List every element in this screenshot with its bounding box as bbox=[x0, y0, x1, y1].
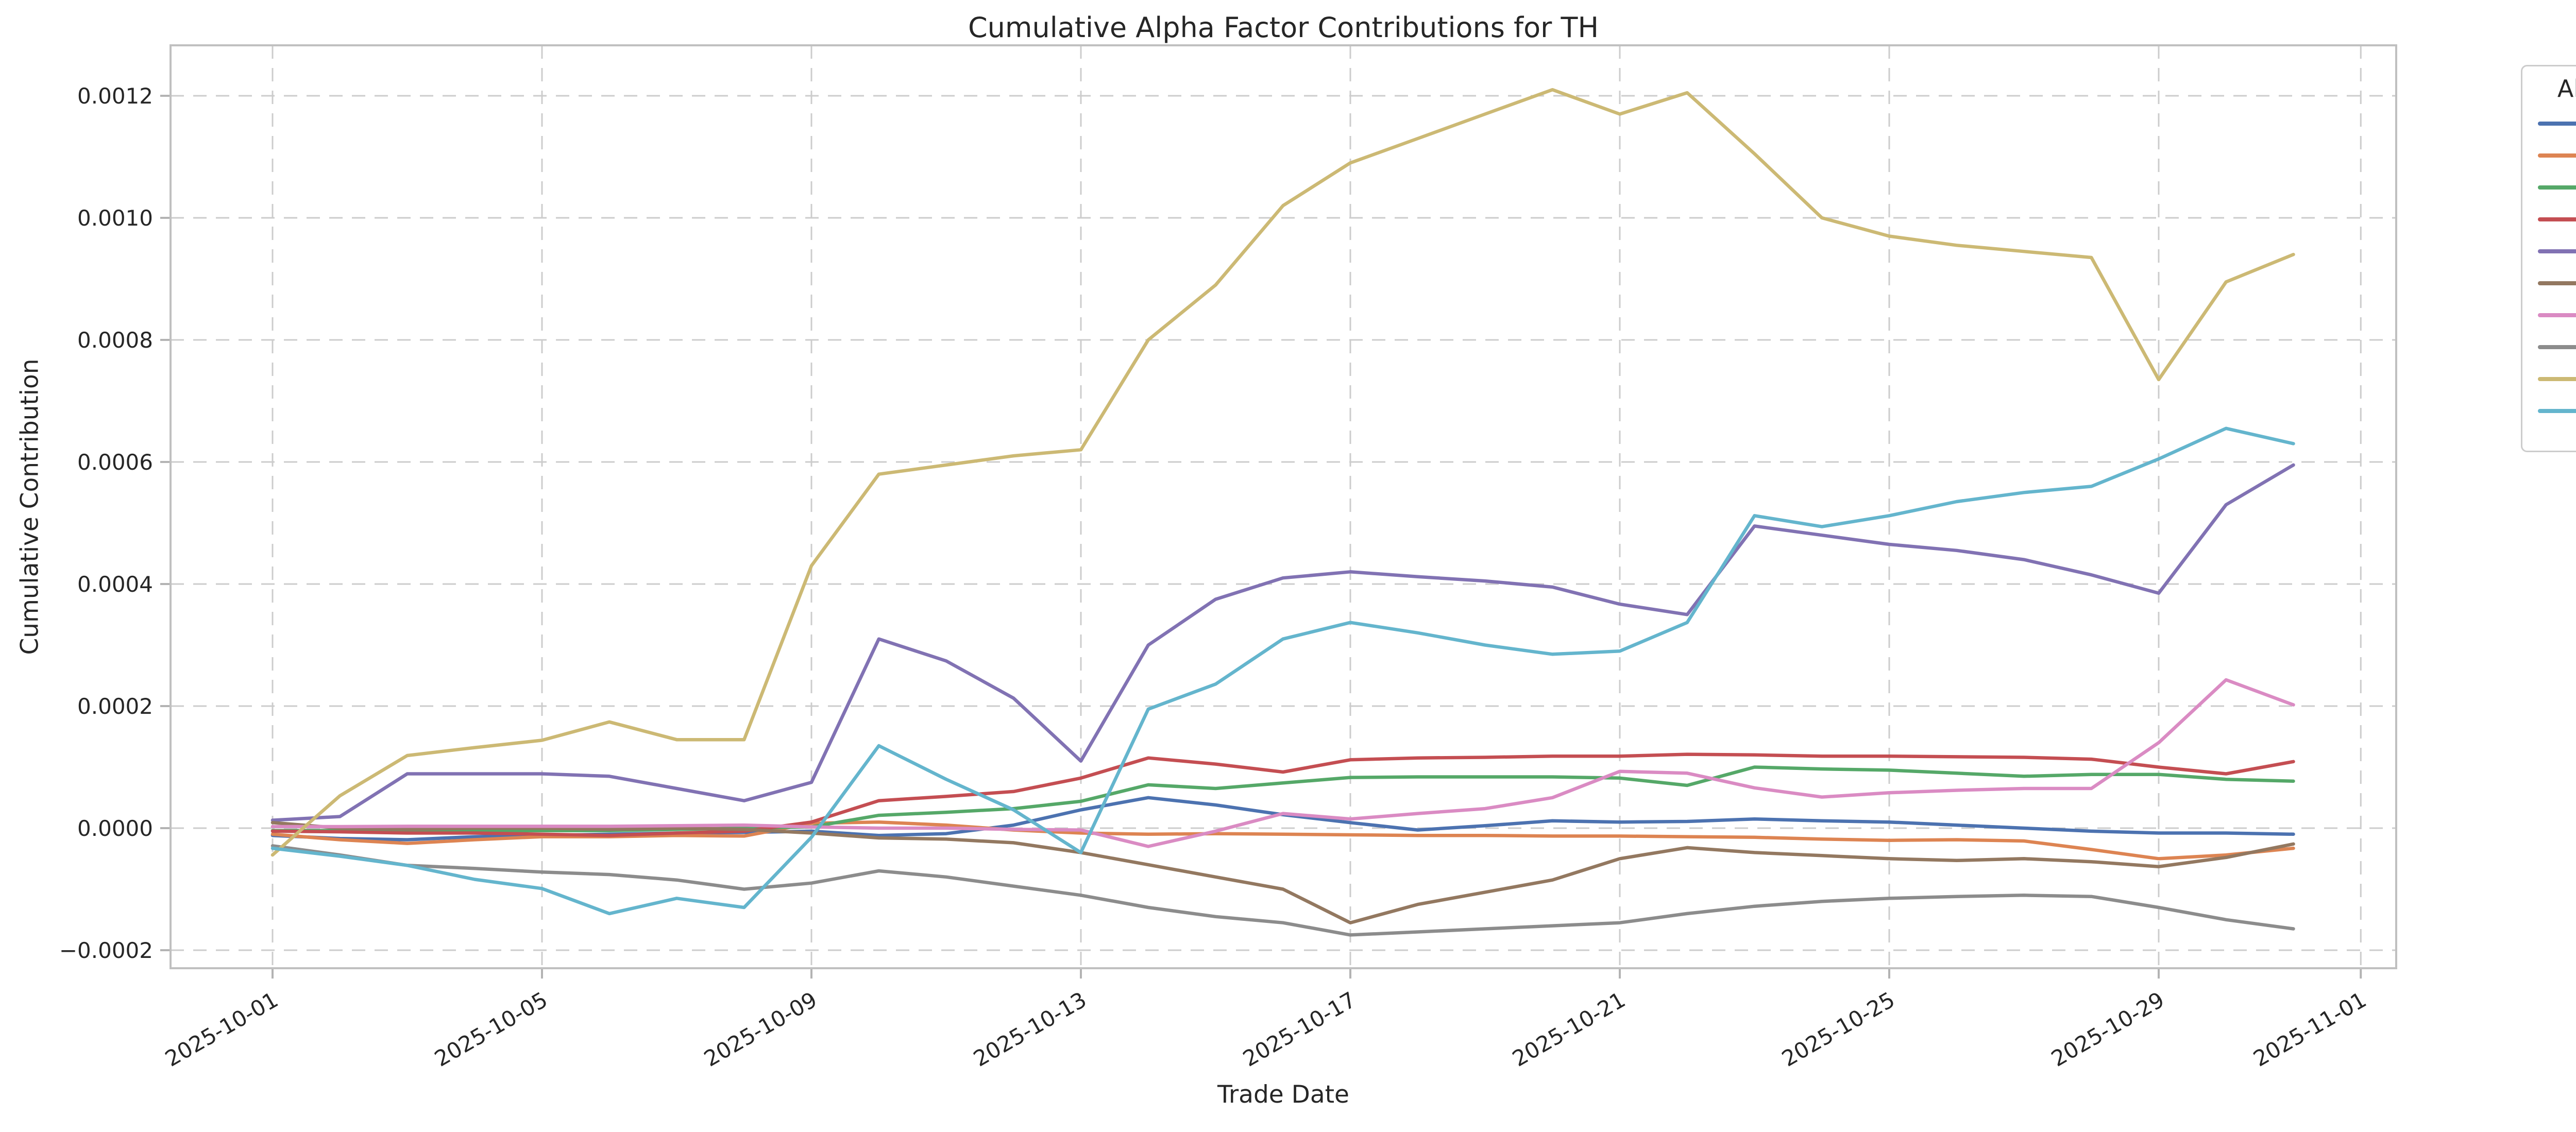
legend-swatch-neglect bbox=[2538, 217, 2576, 221]
legend-swatch-momentum bbox=[2538, 185, 2576, 190]
y-tick-label: 0.0002 bbox=[77, 694, 153, 719]
x-tick-label: 2025-10-09 bbox=[700, 987, 821, 1071]
series-line-reversal bbox=[270, 821, 2295, 924]
legend-item-quality: quality bbox=[2522, 235, 2576, 267]
y-tick-label: 0.0010 bbox=[77, 205, 153, 231]
legend-item-linkage: linkage bbox=[2522, 140, 2576, 171]
legend-item-reversal: reversal bbox=[2522, 267, 2576, 299]
legend: Alpha Factor fmomlinkagemomentumneglectq… bbox=[2521, 65, 2576, 452]
legend-swatch-stability bbox=[2538, 345, 2576, 349]
series-line-value_liq bbox=[270, 426, 2295, 916]
legend-swatch-fmom bbox=[2538, 122, 2576, 126]
legend-item-value_liq: value_liq bbox=[2522, 395, 2576, 427]
legend-swatch-revision bbox=[2538, 313, 2576, 317]
legend-title: Alpha Factor bbox=[2557, 75, 2576, 102]
x-tick-label: 2025-10-29 bbox=[2047, 987, 2168, 1071]
x-tick-label: 2025-10-05 bbox=[430, 987, 552, 1071]
legend-item-revision: revision bbox=[2522, 299, 2576, 331]
y-tick-label: 0.0004 bbox=[77, 572, 153, 597]
y-tick-label: −0.0002 bbox=[59, 938, 153, 963]
series-line-revision bbox=[270, 678, 2295, 848]
series-line-neglect bbox=[270, 752, 2295, 837]
series-line-quality bbox=[270, 463, 2295, 822]
plot-spines bbox=[170, 44, 2397, 969]
y-axis-label: Cumulative Contribution bbox=[15, 358, 44, 655]
x-tick-label: 2025-10-21 bbox=[1508, 987, 1630, 1071]
y-tick-label: 0.0012 bbox=[77, 83, 153, 109]
legend-item-neglect: neglect bbox=[2522, 203, 2576, 235]
chart-title: Cumulative Alpha Factor Contributions fo… bbox=[968, 11, 1599, 44]
tick-marks bbox=[160, 95, 2362, 979]
legend-swatch-value_liq bbox=[2538, 409, 2576, 413]
legend-swatch-value_gc bbox=[2538, 377, 2576, 381]
legend-item-momentum: momentum bbox=[2522, 171, 2576, 203]
x-tick-label: 2025-10-01 bbox=[161, 987, 282, 1071]
legend-swatch-reversal bbox=[2538, 281, 2576, 285]
x-tick-label: 2025-11-01 bbox=[2249, 987, 2370, 1071]
legend-item-value_gc: value_gc bbox=[2522, 363, 2576, 395]
y-tick-label: 0.0006 bbox=[77, 450, 153, 475]
legend-swatch-quality bbox=[2538, 249, 2576, 253]
legend-items: fmomlinkagemomentumneglectqualityreversa… bbox=[2522, 108, 2576, 427]
legend-item-stability: stability bbox=[2522, 331, 2576, 363]
legend-item-fmom: fmom bbox=[2522, 108, 2576, 140]
x-tick-label: 2025-10-13 bbox=[969, 987, 1091, 1071]
series-line-value_gc bbox=[270, 88, 2295, 857]
x-tick-label: 2025-10-17 bbox=[1239, 987, 1360, 1071]
y-tick-label: 0.0000 bbox=[77, 816, 153, 841]
legend-swatch-linkage bbox=[2538, 153, 2576, 158]
x-axis-label: Trade Date bbox=[1217, 1080, 1349, 1109]
series-lines bbox=[270, 88, 2295, 937]
tick-labels: 0.0012 0.0010 0.0008 0.0006 0.0004 0.0002 0.00… bbox=[59, 83, 2370, 1072]
y-tick-label: 0.0008 bbox=[77, 328, 153, 353]
x-tick-label: 2025-10-25 bbox=[1777, 987, 1899, 1071]
series-line-stability bbox=[270, 844, 2295, 937]
